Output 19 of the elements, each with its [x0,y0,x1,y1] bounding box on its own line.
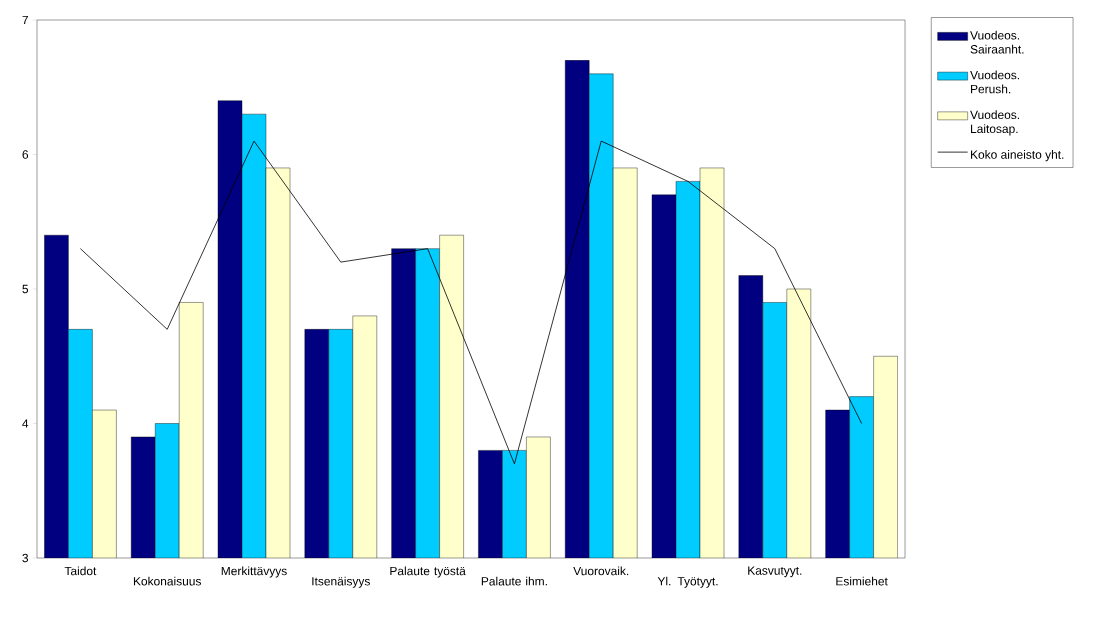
x-tick-label: Vuorovaik. [573,566,629,576]
legend-label: Vuodeos. Perush. [970,70,1020,94]
y-tick-label: 4 [22,419,29,428]
legend-label: Vuodeos. Sairaanht. [970,30,1024,54]
legend-label: Koko aineisto yht. [971,150,1064,162]
x-tick-label: Palaute työstä [390,566,466,578]
x-tick-label: Palaute ihm. [481,576,547,586]
x-tick-label: Taidot [64,566,97,576]
x-tick-label: Yl. Työtyyt. [657,576,718,588]
x-tick-label: Esimiehet [836,576,888,586]
x-tick-label: Merkittävyys [221,566,287,578]
y-tick-label: 6 [22,150,29,159]
x-tick-label: Itsenäisyys [312,576,370,588]
y-tick-label: 5 [22,284,29,294]
y-tick-label: 7 [22,15,28,25]
legend-label: Vuodeos. Laitosap. [970,110,1020,136]
y-tick-label: 3 [22,553,29,563]
x-tick-label: Kokonaisuus [133,576,201,586]
x-tick-label: Kasvutyyt. [748,566,802,578]
